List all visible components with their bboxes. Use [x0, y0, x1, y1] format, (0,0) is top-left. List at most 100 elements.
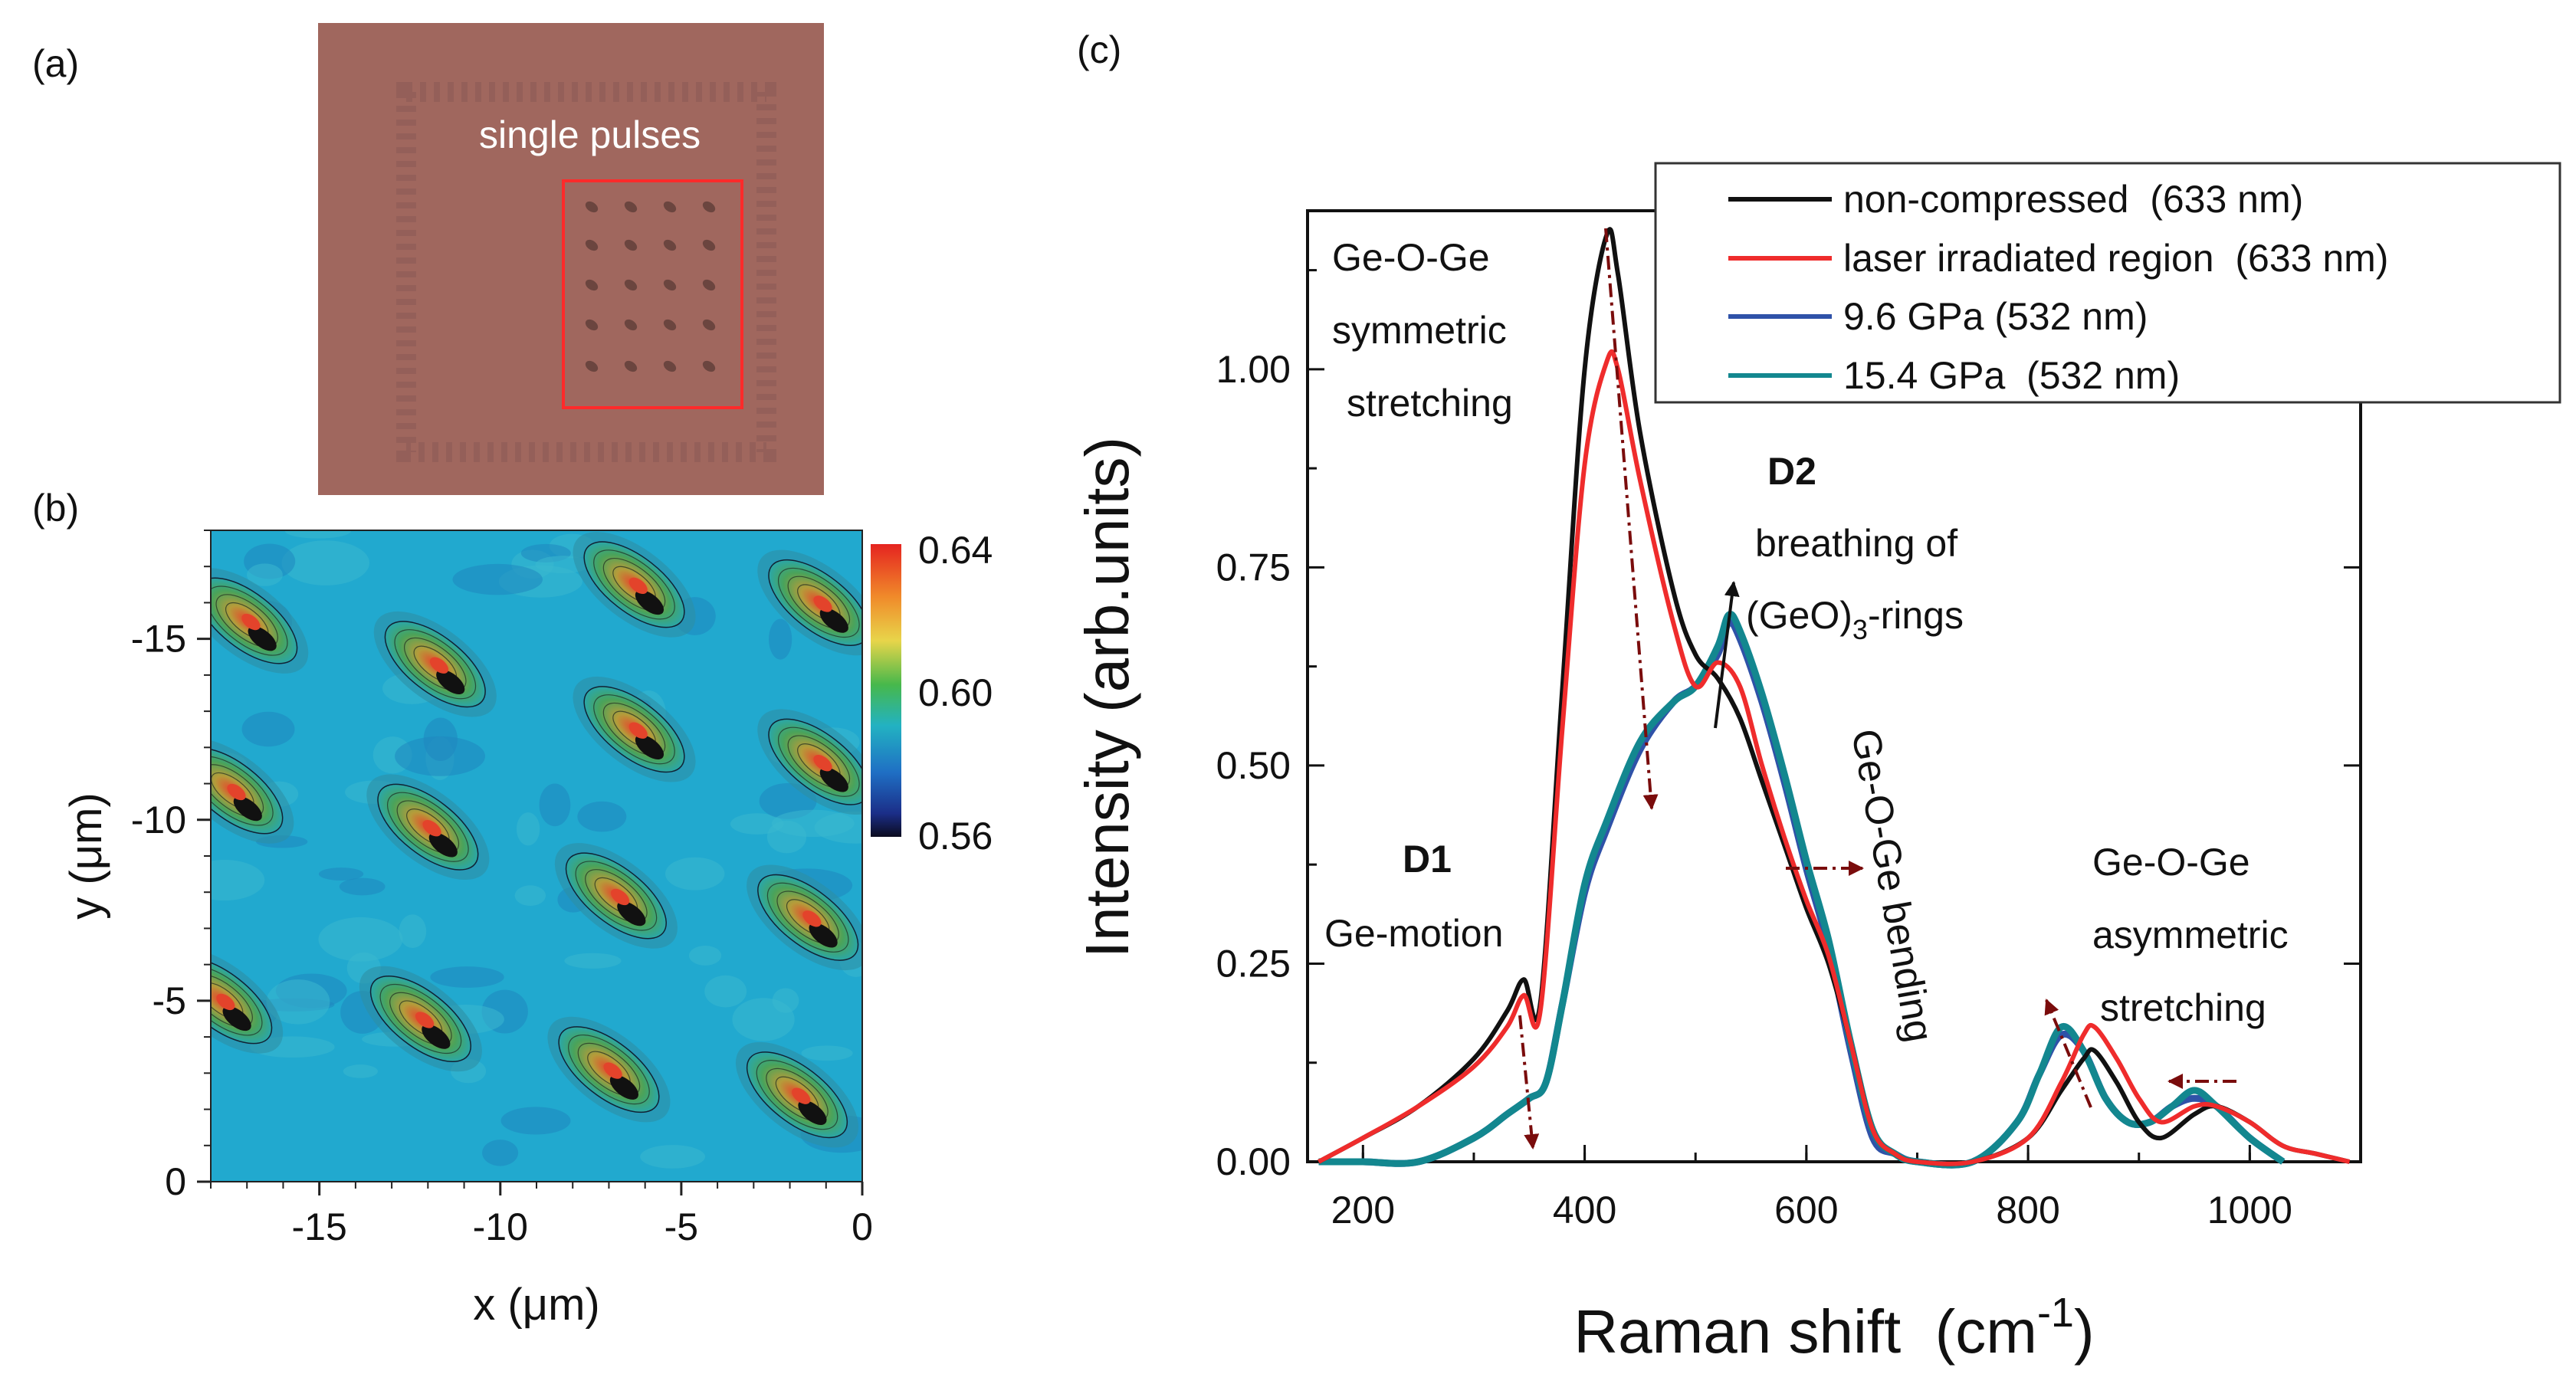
- ablation-dot: [624, 201, 638, 213]
- series-line-p154: [1318, 611, 2286, 1169]
- ablation-dot: [585, 279, 599, 291]
- legend-entry-laser: laser irradiated region (633 nm): [1728, 237, 2388, 280]
- ablation-dot: [585, 239, 599, 251]
- map-spot: [573, 532, 696, 638]
- chart-y-tick: 0.50: [1216, 744, 1291, 787]
- ablation-dot: [702, 201, 716, 213]
- map-texture-patch: [211, 859, 265, 901]
- map-texture-patch: [514, 885, 546, 907]
- map-x-tick: -10: [473, 1205, 528, 1248]
- map-texture-patch: [688, 945, 722, 966]
- map-spot: [211, 738, 294, 844]
- ablation-dot: [585, 360, 599, 372]
- map-texture-patch: [399, 914, 427, 949]
- map-texture-patch: [577, 801, 627, 832]
- single-pulses-label: single pulses: [479, 113, 701, 156]
- map-texture-patch: [704, 975, 747, 1008]
- map-x-tick: 0: [852, 1205, 873, 1248]
- d2-desc-line1: breathing of: [1755, 522, 1957, 565]
- sym-stretch-line3: stretching: [1347, 382, 1513, 425]
- chart-x-tick: 200: [1331, 1189, 1395, 1231]
- chart-y-tick: 0.25: [1216, 942, 1291, 985]
- chart-x-tick: 600: [1774, 1189, 1838, 1231]
- legend-entry-9-6-gpa: 9.6 GPa (532 nm): [1728, 295, 2148, 338]
- ablation-dot: [663, 319, 677, 331]
- map-texture-patch: [452, 563, 543, 595]
- chart-y-label: Intensity (arb.units): [1073, 437, 1141, 958]
- colorbar: 0.64 0.60 0.56: [871, 529, 993, 858]
- map-spot: [747, 864, 862, 971]
- map-spot: [757, 549, 862, 656]
- raman-chart: 200 400 600 800 1000 0.00 0.25 0.50 0.75 1.00 Ge-…: [1073, 162, 2561, 1366]
- chart-y-tick: 0.75: [1216, 546, 1291, 589]
- map-texture-patch: [284, 530, 351, 539]
- map-texture-patch: [241, 711, 295, 747]
- asym-line2: asymmetric: [2092, 913, 2289, 956]
- d1-label: D1: [1403, 838, 1452, 881]
- d2-label: D2: [1767, 450, 1816, 493]
- map-texture-patch: [564, 953, 622, 969]
- ablation-dot: [663, 201, 677, 213]
- legend-entry-15-4-gpa: 15.4 GPa (532 nm): [1728, 354, 2180, 397]
- map-texture-patch: [801, 1045, 853, 1061]
- bending-label: Ge-O-Ge bending: [1843, 726, 1941, 1045]
- d2-arrow: [1714, 581, 1740, 729]
- legend-label: 9.6 GPa (532 nm): [1843, 295, 2148, 338]
- map-x-tick: -5: [665, 1205, 698, 1248]
- ablation-dot: [663, 239, 677, 251]
- ablation-dot: [624, 279, 638, 291]
- single-pulses-roi-box: [562, 179, 743, 409]
- map-texture-patch: [665, 857, 725, 890]
- map-axes: -15 -10 -5 0 -15 -10 -5 0: [131, 530, 873, 1248]
- asym-line1: Ge-O-Ge: [2092, 841, 2250, 884]
- map-texture-patch: [318, 917, 403, 962]
- chart-y-tick: 1.00: [1216, 348, 1291, 391]
- map-x-label: x (μm): [473, 1280, 599, 1330]
- chart-y-tick: 0.00: [1216, 1140, 1291, 1183]
- chart-x-label: Raman shift (cm-1): [1573, 1290, 2094, 1366]
- chart-x-tick: 800: [1996, 1189, 2059, 1231]
- ablation-dot: [702, 360, 716, 372]
- legend-entry-non-compressed: non-compressed (633 nm): [1728, 178, 2303, 221]
- map-spot: [359, 966, 482, 1072]
- map-texture-patch: [247, 563, 283, 586]
- map-background-texture: [211, 530, 862, 1169]
- map-texture-patch: [266, 979, 330, 1025]
- map-spot: [757, 709, 862, 815]
- map-texture-patch: [516, 812, 540, 846]
- map-spot: [373, 611, 497, 717]
- map-spot: [554, 843, 678, 949]
- map-texture-patch: [539, 783, 571, 827]
- panel-b-label: (b): [32, 487, 79, 530]
- legend: non-compressed (633 nm) laser irradiated…: [1654, 162, 2561, 404]
- colorbar-tick: 0.56: [918, 815, 993, 858]
- ablation-dot: [663, 279, 677, 291]
- map-spot: [366, 774, 490, 881]
- legend-label: laser irradiated region (633 nm): [1843, 237, 2388, 280]
- d2-desc-line2: (GeO)3-rings: [1746, 594, 1964, 645]
- map-texture-patch: [339, 877, 386, 896]
- map-y-label: y (μm): [61, 792, 111, 919]
- panel-c-label: (c): [1077, 28, 1121, 71]
- map-x-tick: -15: [292, 1205, 347, 1248]
- map-texture-patch: [500, 1107, 571, 1135]
- map-texture-patch: [318, 867, 364, 881]
- legend-label: 15.4 GPa (532 nm): [1843, 354, 2180, 397]
- map-y-tick: -15: [131, 618, 186, 661]
- sym-stretch-line2: symmetric: [1332, 309, 1507, 352]
- chart-x-tick: 1000: [2207, 1189, 2292, 1231]
- ablation-dot: [702, 239, 716, 251]
- chart-series: [1318, 227, 2351, 1169]
- map-texture-patch: [281, 540, 370, 585]
- colorbar-tick: 0.60: [918, 671, 993, 714]
- ablation-dot: [585, 201, 599, 213]
- ablation-dots: [585, 201, 716, 372]
- asym-arrow-1: [2044, 999, 2092, 1108]
- map-y-tick: -5: [153, 979, 186, 1022]
- d1-desc: Ge-motion: [1324, 912, 1503, 955]
- ablation-dot: [624, 239, 638, 251]
- map-spot: [573, 676, 696, 782]
- map-spots: [211, 532, 862, 1148]
- map-y-tick: 0: [165, 1160, 186, 1203]
- map-texture-patch: [343, 1064, 378, 1078]
